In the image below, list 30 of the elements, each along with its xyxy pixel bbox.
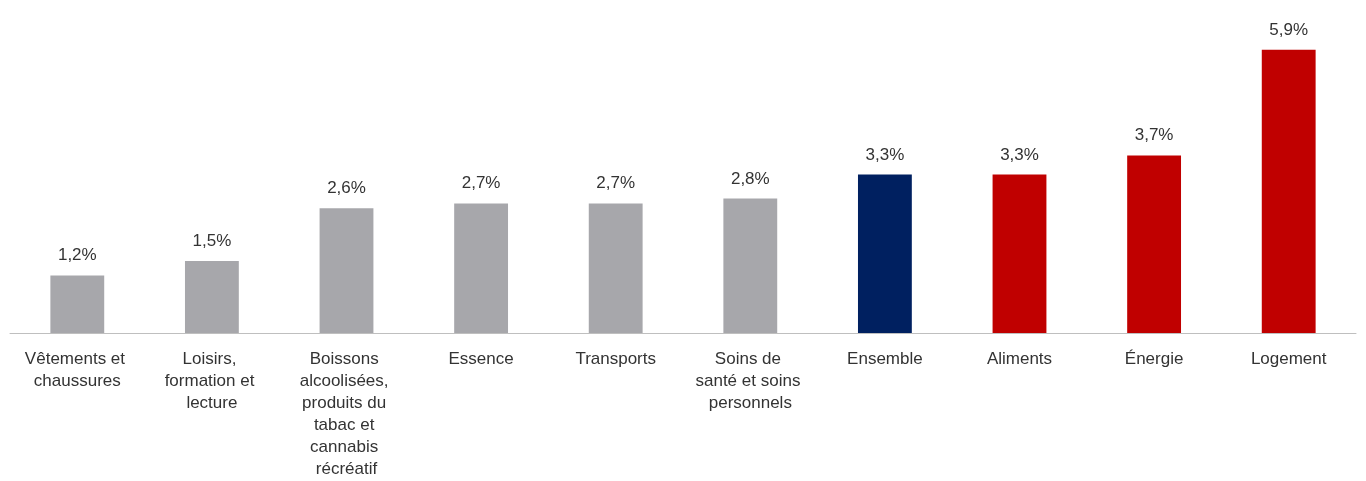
bar (454, 203, 509, 333)
bar (588, 203, 643, 333)
data-label: 3,3% (1000, 144, 1039, 164)
x-tick-label: Soins de santé et soins personnels (695, 348, 806, 412)
data-label: 1,2% (57, 245, 97, 265)
bar (992, 174, 1047, 333)
bar (1127, 155, 1182, 333)
x-tick-label: Vêtements et chaussures (24, 348, 130, 390)
bar (184, 261, 239, 333)
data-label: 2,6% (327, 178, 366, 198)
x-tick-label: Aliments (986, 348, 1053, 368)
x-tick-label: Boissons alcoolisées, produits du tabac et cannabis récréatif (299, 348, 394, 478)
data-label: 3,7% (1134, 125, 1174, 145)
bar (1261, 49, 1316, 333)
x-tick-label: Logement (1250, 348, 1327, 368)
bar (857, 174, 912, 333)
data-label: 5,9% (1269, 19, 1309, 39)
data-label: 2,8% (730, 168, 770, 188)
x-tick-label: Loisirs, formation et lecture (164, 348, 260, 412)
bar (50, 275, 105, 333)
x-tick-label: Essence (448, 348, 514, 368)
x-tick-label: Transports (575, 348, 657, 368)
data-label: 2,7% (461, 173, 501, 193)
data-label: 1,5% (192, 231, 232, 250)
x-tick-label: Ensemble (847, 348, 923, 368)
x-tick-label: Énergie (1124, 348, 1184, 368)
data-label: 3,3% (865, 144, 905, 164)
data-label: 2,7% (596, 173, 636, 193)
bar (319, 208, 374, 333)
bar (723, 198, 778, 333)
